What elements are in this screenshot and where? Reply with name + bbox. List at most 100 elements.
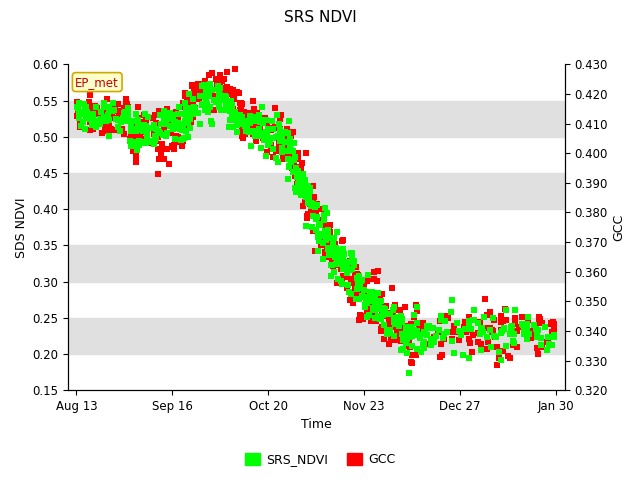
Point [143,113,153,121]
Point [178,135,188,143]
Point [250,117,260,125]
Point [189,87,200,95]
Point [362,313,372,321]
Point [341,261,351,269]
Point [105,107,115,115]
Point [315,221,325,228]
Point [123,103,133,111]
Point [240,122,250,130]
Point [531,325,541,333]
Point [221,93,232,101]
Point [236,108,246,116]
Point [250,130,260,137]
Point [226,97,236,105]
Point [342,268,352,276]
Point [212,97,222,105]
Point [203,108,213,116]
Point [190,84,200,92]
Point [300,198,310,206]
Legend: SRS_NDVI, GCC: SRS_NDVI, GCC [240,448,400,471]
Point [151,137,161,145]
Point [363,271,373,279]
Point [510,306,520,314]
Point [166,117,177,125]
Point [271,154,281,162]
Point [497,318,507,326]
Point [321,231,331,239]
Point [360,293,371,301]
Point [388,306,399,314]
Point [392,318,402,325]
Point [236,99,246,107]
Point [337,254,348,262]
Point [499,325,509,333]
Point [173,119,183,127]
Point [140,127,150,134]
Point [424,322,434,330]
Point [177,109,188,117]
Point [241,122,252,130]
Point [330,249,340,257]
Point [92,105,102,112]
Point [216,84,226,92]
Point [303,211,313,218]
Point [321,209,331,216]
Point [489,333,499,340]
Point [205,80,216,87]
Point [300,181,310,189]
Point [335,265,346,273]
Point [305,200,316,207]
Point [74,99,84,107]
Point [440,312,450,320]
Point [420,330,430,337]
Point [366,311,376,318]
Point [329,234,339,241]
Point [344,258,354,265]
Point [486,326,497,334]
Point [161,115,171,122]
Point [228,106,239,113]
Point [332,228,342,236]
Point [548,319,559,326]
Point [434,326,444,334]
Point [542,338,552,346]
Point [399,325,409,333]
Point [436,312,446,320]
Point [98,108,108,116]
Point [406,320,416,328]
Point [406,333,417,340]
Point [218,93,228,101]
Point [544,340,554,348]
Point [397,316,407,324]
Point [303,189,313,196]
Point [355,311,365,319]
Point [109,127,120,134]
Point [308,182,318,190]
Point [224,123,234,131]
Point [128,147,138,155]
Point [179,134,189,142]
Point [140,111,150,119]
Point [346,249,356,257]
Point [379,306,389,313]
Point [328,240,339,248]
Point [134,123,144,131]
Point [509,339,520,347]
Point [245,119,255,127]
Point [150,136,160,144]
Point [171,112,181,120]
Point [464,313,474,321]
Point [313,247,323,255]
Point [332,258,342,265]
Point [375,293,385,301]
Point [237,100,248,108]
Point [173,116,183,124]
Point [248,130,258,138]
Point [254,116,264,123]
Point [312,201,323,209]
Point [346,266,356,274]
Point [131,110,141,118]
Point [177,121,187,129]
Point [333,275,344,283]
Point [241,121,251,129]
